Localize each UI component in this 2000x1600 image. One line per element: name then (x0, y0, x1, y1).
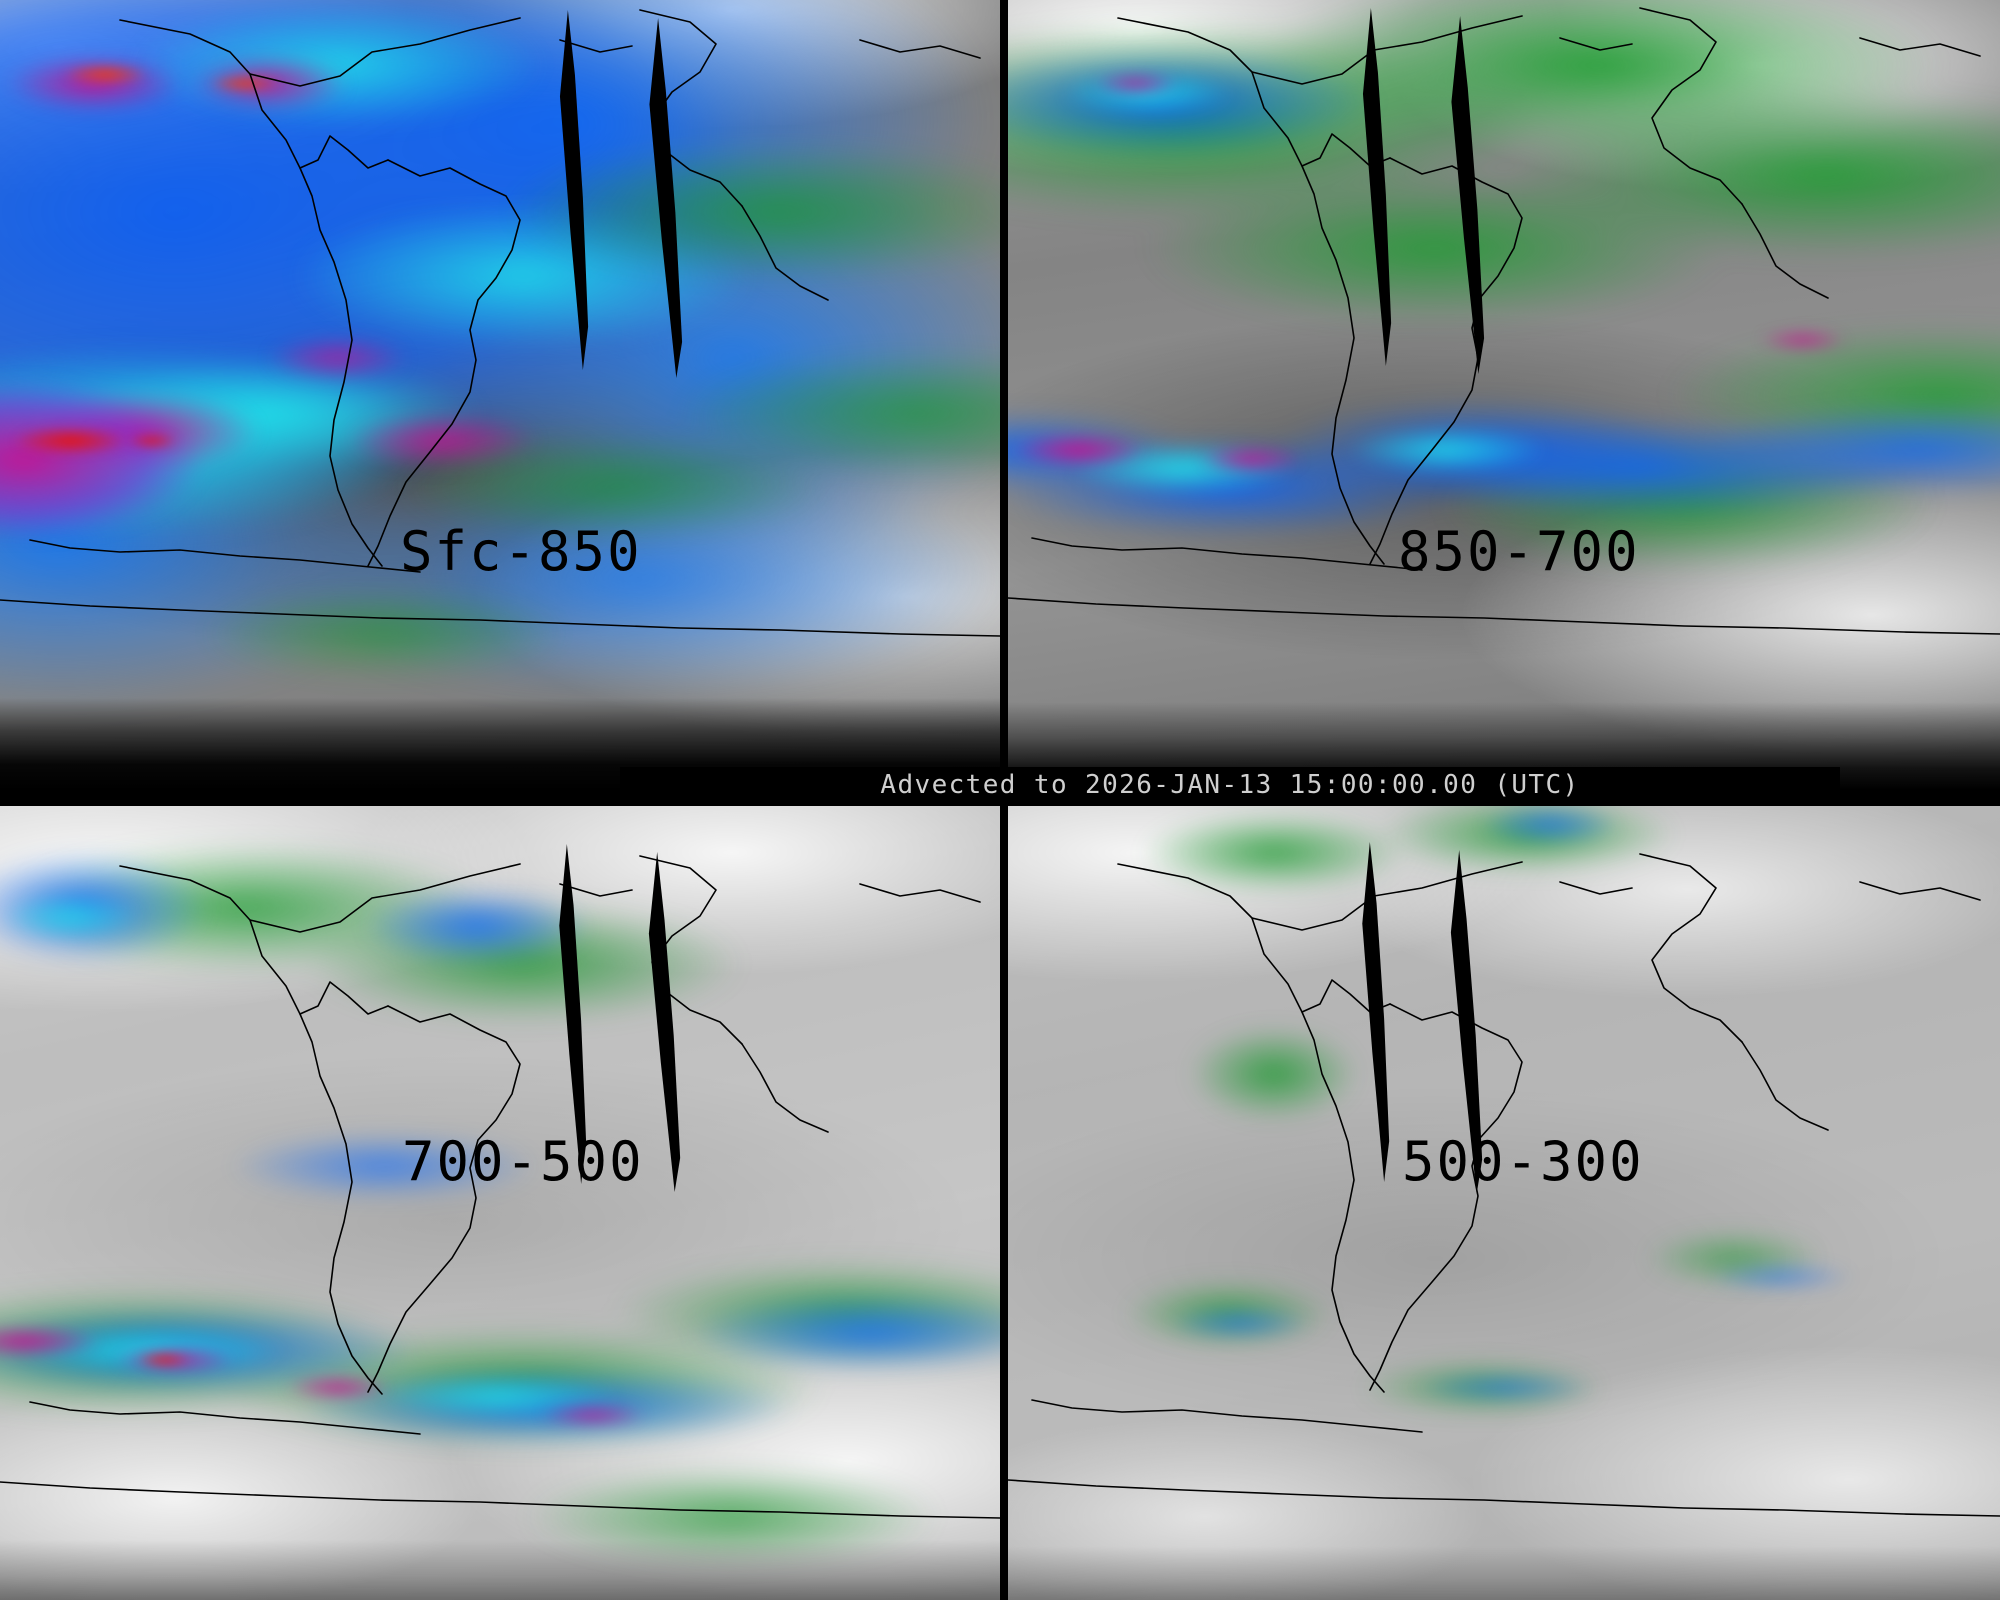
panel-label-sfc-850: Sfc-850 (400, 520, 642, 583)
panel-700-500[interactable] (0, 806, 1000, 1600)
panel-500-300[interactable] (1008, 806, 2000, 1600)
valid-time-banner: Advected to 2026-JAN-13 15:00:00.00 (UTC… (620, 767, 1840, 803)
moisture-field-500-300 (1008, 806, 2000, 1600)
magenta-core-layer (1008, 0, 2000, 790)
panel-sfc-850[interactable] (0, 0, 1000, 790)
panel-label-850-700: 850-700 (1398, 520, 1640, 583)
blue-moisture-layer (1008, 806, 2000, 1600)
moisture-field-700-500 (0, 806, 1000, 1600)
panel-label-500-300: 500-300 (1402, 1130, 1644, 1193)
valid-time-text: Advected to 2026-JAN-13 15:00:00.00 (UTC… (880, 770, 1580, 800)
panel-850-700[interactable] (1008, 0, 2000, 790)
moisture-field-850-700 (1008, 0, 2000, 790)
moisture-field-sfc-850 (0, 0, 1000, 790)
panel-label-700-500: 700-500 (402, 1130, 644, 1193)
green-fringe-layer (0, 0, 1000, 790)
red-maximum-layer (0, 806, 1000, 1600)
